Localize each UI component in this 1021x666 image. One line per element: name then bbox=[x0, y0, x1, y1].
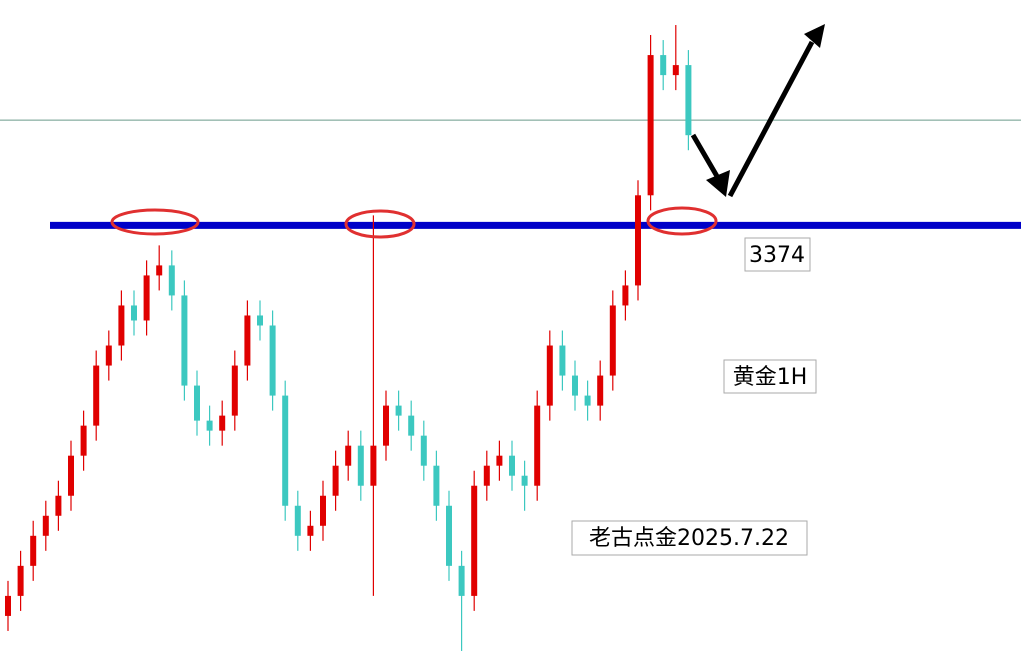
label-box bbox=[744, 237, 811, 272]
candle-body bbox=[80, 425, 87, 456]
candle-body bbox=[609, 305, 616, 376]
candle-body bbox=[206, 420, 213, 431]
candle-body bbox=[156, 265, 163, 276]
candle-body bbox=[383, 405, 389, 446]
candle-body bbox=[194, 385, 200, 421]
highlight-ellipse bbox=[646, 206, 718, 236]
candle-body bbox=[546, 345, 553, 406]
candle-body bbox=[635, 195, 641, 286]
arrow-head bbox=[706, 170, 730, 197]
candle-body bbox=[496, 455, 503, 466]
candle-body bbox=[521, 475, 528, 486]
candle-body bbox=[93, 365, 100, 426]
candle-body bbox=[143, 275, 150, 321]
candle-body bbox=[572, 375, 578, 396]
candle-body bbox=[458, 565, 465, 596]
candle-body bbox=[357, 445, 364, 486]
candle-body bbox=[257, 315, 263, 326]
candle-body bbox=[168, 265, 175, 296]
candle-body bbox=[660, 55, 667, 76]
label-box bbox=[723, 359, 817, 394]
candle-body bbox=[231, 365, 238, 416]
candle-body bbox=[534, 405, 541, 486]
candle-body bbox=[471, 485, 478, 596]
arrow-head bbox=[804, 24, 825, 48]
candle-body bbox=[370, 445, 377, 486]
candle-body bbox=[672, 65, 679, 76]
candle-body bbox=[420, 435, 427, 466]
candle-body bbox=[483, 465, 490, 486]
highlight-ellipse bbox=[344, 209, 416, 239]
arrow-line bbox=[690, 133, 721, 180]
arrows bbox=[690, 24, 825, 198]
candle-body bbox=[105, 345, 112, 366]
candle-body bbox=[332, 465, 339, 496]
candle-body bbox=[584, 395, 591, 406]
annotation: 黄金1H bbox=[733, 365, 808, 390]
candle-body bbox=[433, 465, 440, 506]
candle-body bbox=[42, 515, 49, 536]
level-label: 3374 bbox=[749, 243, 805, 268]
candle-body bbox=[446, 505, 452, 566]
candle-body bbox=[345, 445, 352, 466]
candle-body bbox=[5, 595, 11, 616]
candle-body bbox=[68, 455, 74, 496]
candle-body bbox=[622, 285, 629, 306]
candle-body bbox=[408, 415, 415, 436]
candle-body bbox=[55, 495, 62, 516]
label-box bbox=[571, 520, 808, 556]
candle-body bbox=[30, 535, 37, 566]
candle-body bbox=[269, 325, 276, 396]
highlight-ellipse bbox=[110, 208, 200, 236]
candle-body bbox=[294, 505, 301, 536]
candle-body bbox=[131, 305, 137, 321]
candle-body bbox=[685, 65, 692, 136]
candle-body bbox=[282, 395, 289, 506]
candle-body bbox=[597, 375, 604, 406]
plot bbox=[0, 25, 1021, 651]
candle-body bbox=[219, 415, 226, 431]
candle-body bbox=[559, 345, 566, 376]
candle-body bbox=[118, 305, 125, 346]
candle-body bbox=[647, 55, 654, 196]
candle-body bbox=[509, 455, 515, 476]
arrow-line bbox=[727, 40, 815, 198]
candle-body bbox=[181, 295, 188, 386]
candle-body bbox=[244, 315, 251, 366]
candle-body bbox=[395, 405, 402, 416]
candle-body bbox=[17, 565, 24, 596]
annotation: 老古点金2025.7.22 bbox=[589, 526, 789, 551]
candle-body bbox=[320, 495, 326, 526]
candle-body bbox=[307, 525, 314, 536]
